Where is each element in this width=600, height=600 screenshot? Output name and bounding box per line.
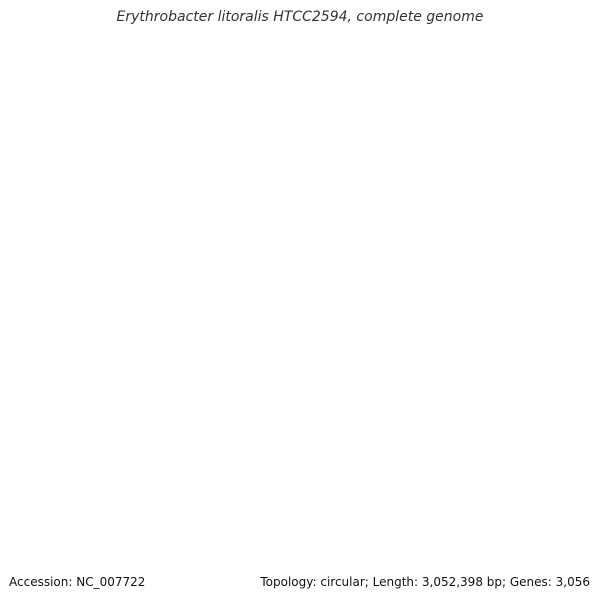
map-title: Erythrobacter litoralis HTCC2594, comple… (116, 9, 484, 25)
accession-text: Accession: NC_007722 (9, 575, 146, 589)
genome-stats-text: Topology: circular; Length: 3,052,398 bp… (260, 575, 590, 589)
